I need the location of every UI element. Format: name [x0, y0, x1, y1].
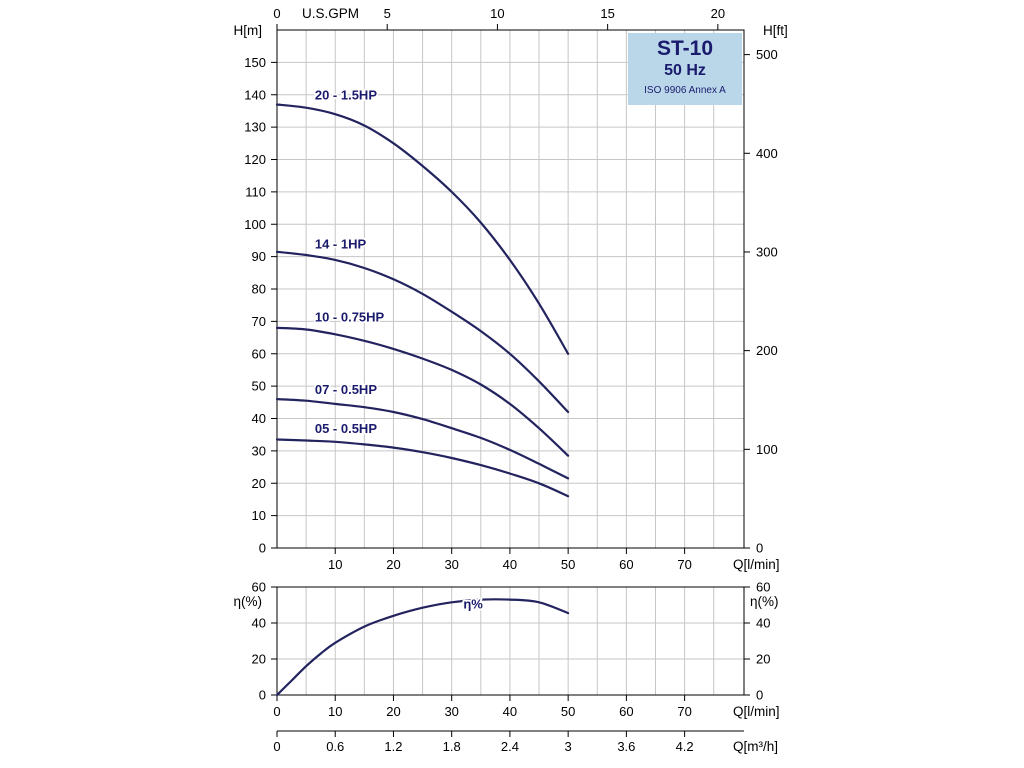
efficiency-plot-frame	[276, 586, 745, 696]
y-tick-label-ft: 200	[756, 343, 778, 358]
curve-label: 07 - 0.5HP	[315, 382, 377, 397]
y-tick-label-ft: 100	[756, 442, 778, 457]
eff-x-tick-label-lmin: 50	[561, 704, 575, 719]
title-box: ST-10 50 Hz ISO 9906 Annex A	[628, 33, 742, 105]
eff-x-tick-label-lmin: 20	[386, 704, 400, 719]
x-tick-label-m3h: 1.2	[384, 739, 402, 754]
eff-y-tick-label-left: 20	[252, 652, 266, 667]
right-axis-title: H[ft]	[763, 23, 788, 38]
y-tick-label-m: 130	[244, 120, 266, 135]
y-tick-label-ft: 500	[756, 47, 778, 62]
y-tick-label-m: 50	[252, 379, 266, 394]
curve-label: 14 - 1HP	[315, 237, 367, 252]
x-tick-label-m3h: 3.6	[617, 739, 635, 754]
left-axis-title: H[m]	[234, 23, 263, 38]
curve-efficiency	[275, 598, 570, 697]
x-tick-label-gpm: 5	[384, 6, 391, 21]
x-tick-label-lmin: 50	[561, 557, 575, 572]
curve-20-1.5hp	[275, 103, 570, 355]
x-tick-label-gpm: 0	[273, 6, 280, 21]
curve-05-0.5hp	[275, 438, 570, 498]
x-tick-label-lmin: 20	[386, 557, 400, 572]
x-tick-label-lmin: 70	[677, 557, 691, 572]
eff-y-tick-label-right: 20	[756, 652, 770, 667]
eff-x-tick-label-lmin: 40	[503, 704, 517, 719]
efficiency-curve-label: η%	[463, 597, 483, 612]
y-tick-label-m: 70	[252, 314, 266, 329]
x-tick-label-m3h: 3	[565, 739, 572, 754]
eff-bottom-axis-title: Q[l/min]	[733, 704, 780, 719]
eff-y-tick-label-left: 60	[252, 580, 266, 595]
curve-label: 20 - 1.5HP	[315, 88, 377, 103]
curve-label: 10 - 0.75HP	[315, 309, 385, 324]
pump-model-label: ST-10	[656, 37, 714, 60]
x-tick-label-lmin: 10	[328, 557, 342, 572]
y-tick-label-m: 80	[252, 282, 266, 297]
eff-y-tick-label-left: 0	[259, 688, 266, 703]
y-tick-label-ft: 400	[756, 146, 778, 161]
x-tick-label-m3h: 0.6	[326, 739, 344, 754]
pump-frequency-label: 50 Hz	[664, 62, 706, 79]
eff-y-tick-label-right: 60	[756, 580, 770, 595]
x-tick-label-m3h: 4.2	[676, 739, 694, 754]
eff-y-tick-label-right: 40	[756, 616, 770, 631]
y-tick-label-m: 30	[252, 443, 266, 458]
y-tick-label-m: 110	[245, 184, 266, 199]
curve-14-1hp	[275, 250, 570, 414]
eff-y-tick-label-left: 40	[252, 616, 266, 631]
eff-y-tick-label-right: 0	[756, 688, 763, 703]
x-tick-label-lmin: 40	[503, 557, 517, 572]
x-tick-label-lmin: 30	[444, 557, 458, 572]
eff-x-tick-label-lmin: 10	[328, 704, 342, 719]
y-tick-label-m: 140	[244, 87, 266, 102]
iso-standard-label: ISO 9906 Annex A	[644, 85, 726, 96]
y-tick-label-m: 90	[252, 249, 266, 264]
eff-left-axis-title: η(%)	[233, 594, 262, 609]
eff-x-tick-label-lmin: 70	[677, 704, 691, 719]
bottom-axis-title: Q[l/min]	[733, 557, 780, 572]
x-tick-label-m3h: 1.8	[443, 739, 461, 754]
x-tick-label-m3h: 2.4	[501, 739, 519, 754]
curve-07-0.5hp	[275, 398, 570, 480]
eff-x-tick-label-lmin: 60	[619, 704, 633, 719]
x-tick-label-gpm: 10	[490, 6, 504, 21]
y-tick-label-m: 0	[259, 541, 266, 556]
curve-label: 05 - 0.5HP	[315, 421, 377, 436]
x-tick-label-m3h: 0	[273, 739, 280, 754]
y-tick-label-m: 100	[244, 217, 266, 232]
y-tick-label-m: 40	[252, 411, 266, 426]
y-tick-label-m: 120	[244, 152, 266, 167]
y-tick-label-m: 10	[252, 508, 266, 523]
y-tick-label-m: 150	[244, 55, 266, 70]
y-tick-label-ft: 0	[756, 541, 763, 556]
x-tick-label-lmin: 60	[619, 557, 633, 572]
y-tick-label-ft: 300	[756, 244, 778, 259]
eff-x-tick-label-lmin: 30	[444, 704, 458, 719]
curve-10-0.75hp	[275, 326, 570, 457]
m3h-axis-title: Q[m³/h]	[733, 739, 778, 754]
eff-right-axis-title: η(%)	[750, 594, 779, 609]
x-tick-label-gpm: 15	[600, 6, 614, 21]
y-tick-label-m: 20	[252, 476, 266, 491]
top-axis-title: U.S.GPM	[302, 6, 359, 21]
eff-x-tick-label-lmin: 0	[273, 704, 280, 719]
x-tick-label-gpm: 20	[711, 6, 725, 21]
y-tick-label-m: 60	[252, 346, 266, 361]
